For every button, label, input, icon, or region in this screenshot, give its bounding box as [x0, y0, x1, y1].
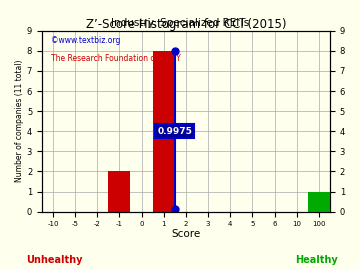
Text: 0.9975: 0.9975	[157, 127, 192, 136]
Text: Unhealthy: Unhealthy	[26, 255, 82, 265]
Bar	[153, 51, 175, 212]
X-axis label: Score: Score	[171, 229, 201, 239]
Title: Z’-Score Histogram for CCI (2015): Z’-Score Histogram for CCI (2015)	[86, 18, 286, 31]
Y-axis label: Number of companies (11 total): Number of companies (11 total)	[15, 60, 24, 183]
Text: The Research Foundation of SUNY: The Research Foundation of SUNY	[50, 54, 180, 63]
Bar	[108, 171, 130, 212]
Bar	[308, 192, 330, 212]
Text: ©www.textbiz.org: ©www.textbiz.org	[50, 36, 120, 45]
Text: Industry: Specialized REITs: Industry: Specialized REITs	[111, 18, 249, 28]
Text: Healthy: Healthy	[296, 255, 338, 265]
